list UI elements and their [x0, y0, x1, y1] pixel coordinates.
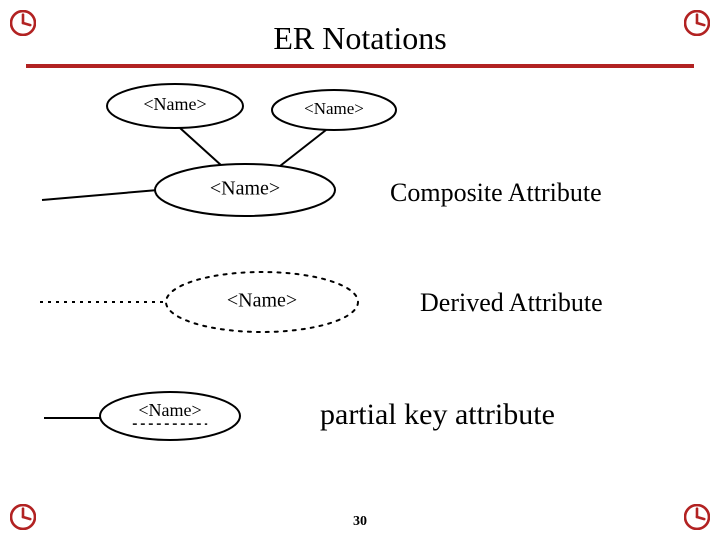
slide-title: ER Notations	[0, 20, 720, 57]
slide: ER Notations <Name><Name><Name><Name><Na…	[0, 0, 720, 540]
svg-text:<Name>: <Name>	[143, 94, 206, 114]
diagram-area: <Name> <Name> <Name> <Name> <Name> Composite…	[0, 70, 720, 510]
partial-key-attribute-label: partial key attribute	[320, 398, 555, 432]
derived-attribute-label: Derived Attribute	[420, 288, 603, 318]
svg-text:<Name>: <Name>	[227, 290, 297, 312]
composite-attribute-label: Composite Attribute	[390, 178, 602, 208]
svg-text:<Name>: <Name>	[210, 178, 280, 200]
title-rule	[26, 64, 694, 68]
svg-text:<Name>: <Name>	[138, 400, 201, 420]
svg-text:<Name>: <Name>	[304, 99, 364, 118]
diagram-svg: <Name> <Name> <Name> <Name> <Name>	[0, 70, 720, 510]
page-number: 30	[0, 514, 720, 530]
